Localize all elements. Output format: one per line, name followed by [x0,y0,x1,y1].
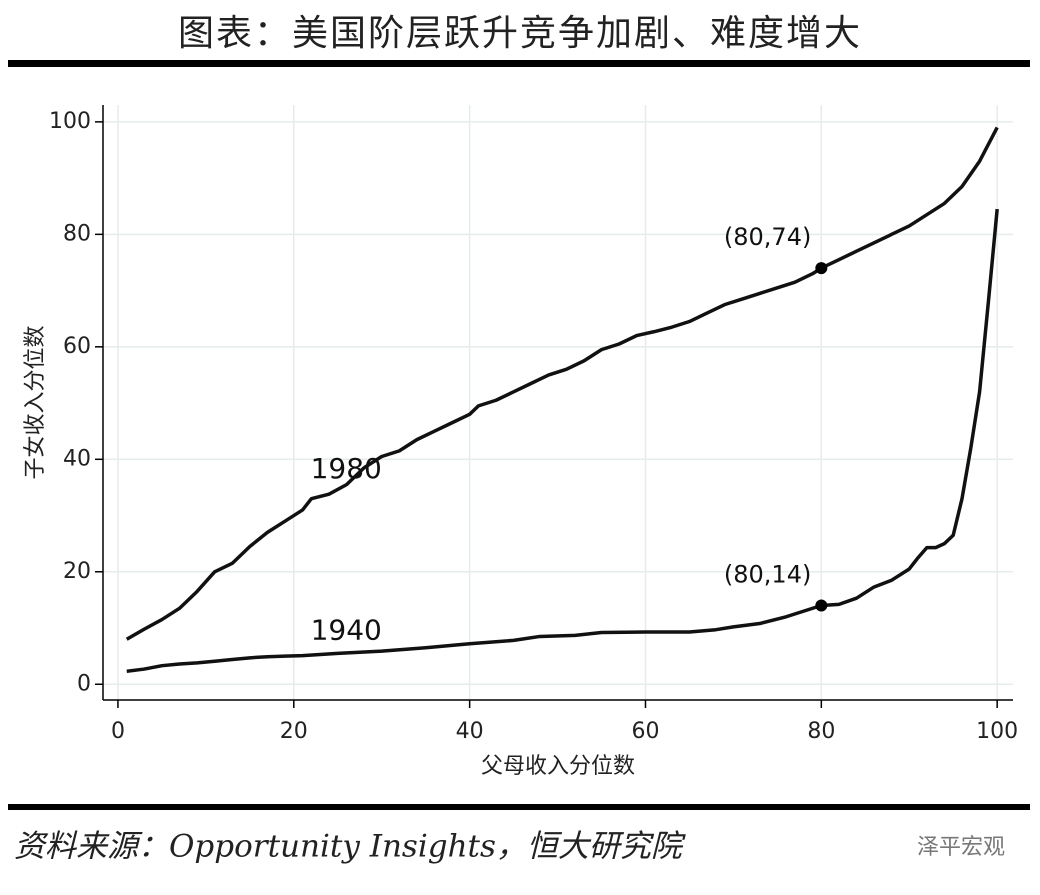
x-tick-label: 100 [976,719,1018,744]
y-tick-label: 100 [49,109,91,134]
y-tick-label: 60 [63,334,91,359]
y-axis-label: 子女收入分位数 [23,325,48,479]
annotation: (80,74) [724,223,811,251]
y-tick-label: 0 [77,671,91,696]
highlight-point [815,262,828,275]
series-line [125,126,999,641]
title: 图表：美国阶层跃升竞争加剧、难度增大 [178,13,862,54]
bottom-rule [8,804,1030,810]
series-label: 1940 [311,614,382,647]
x-tick-label: 60 [631,719,659,744]
plot: 0 20 40 60 80 100 0 20 40 60 80 100 父母收入分位数 子女收入分位数 19… [23,105,1018,779]
x-tick-label: 40 [456,719,484,744]
series-label: 1980 [311,452,382,485]
y-tick-label: 80 [63,221,91,246]
x-tick-label: 80 [807,719,835,744]
x-tick-label: 20 [280,719,308,744]
series-line [126,208,999,674]
watermark: 泽平宏观 [917,835,1005,860]
highlight-point [815,599,828,612]
x-tick-label: 0 [111,719,125,744]
annotation: (80,14) [724,561,811,589]
y-tick-label: 40 [63,446,91,471]
x-axis-label: 父母收入分位数 [481,754,635,779]
source: 资料来源：Opportunity Insights，恒大研究院 [14,829,686,865]
top-rule [8,60,1030,67]
y-tick-label: 20 [63,559,91,584]
